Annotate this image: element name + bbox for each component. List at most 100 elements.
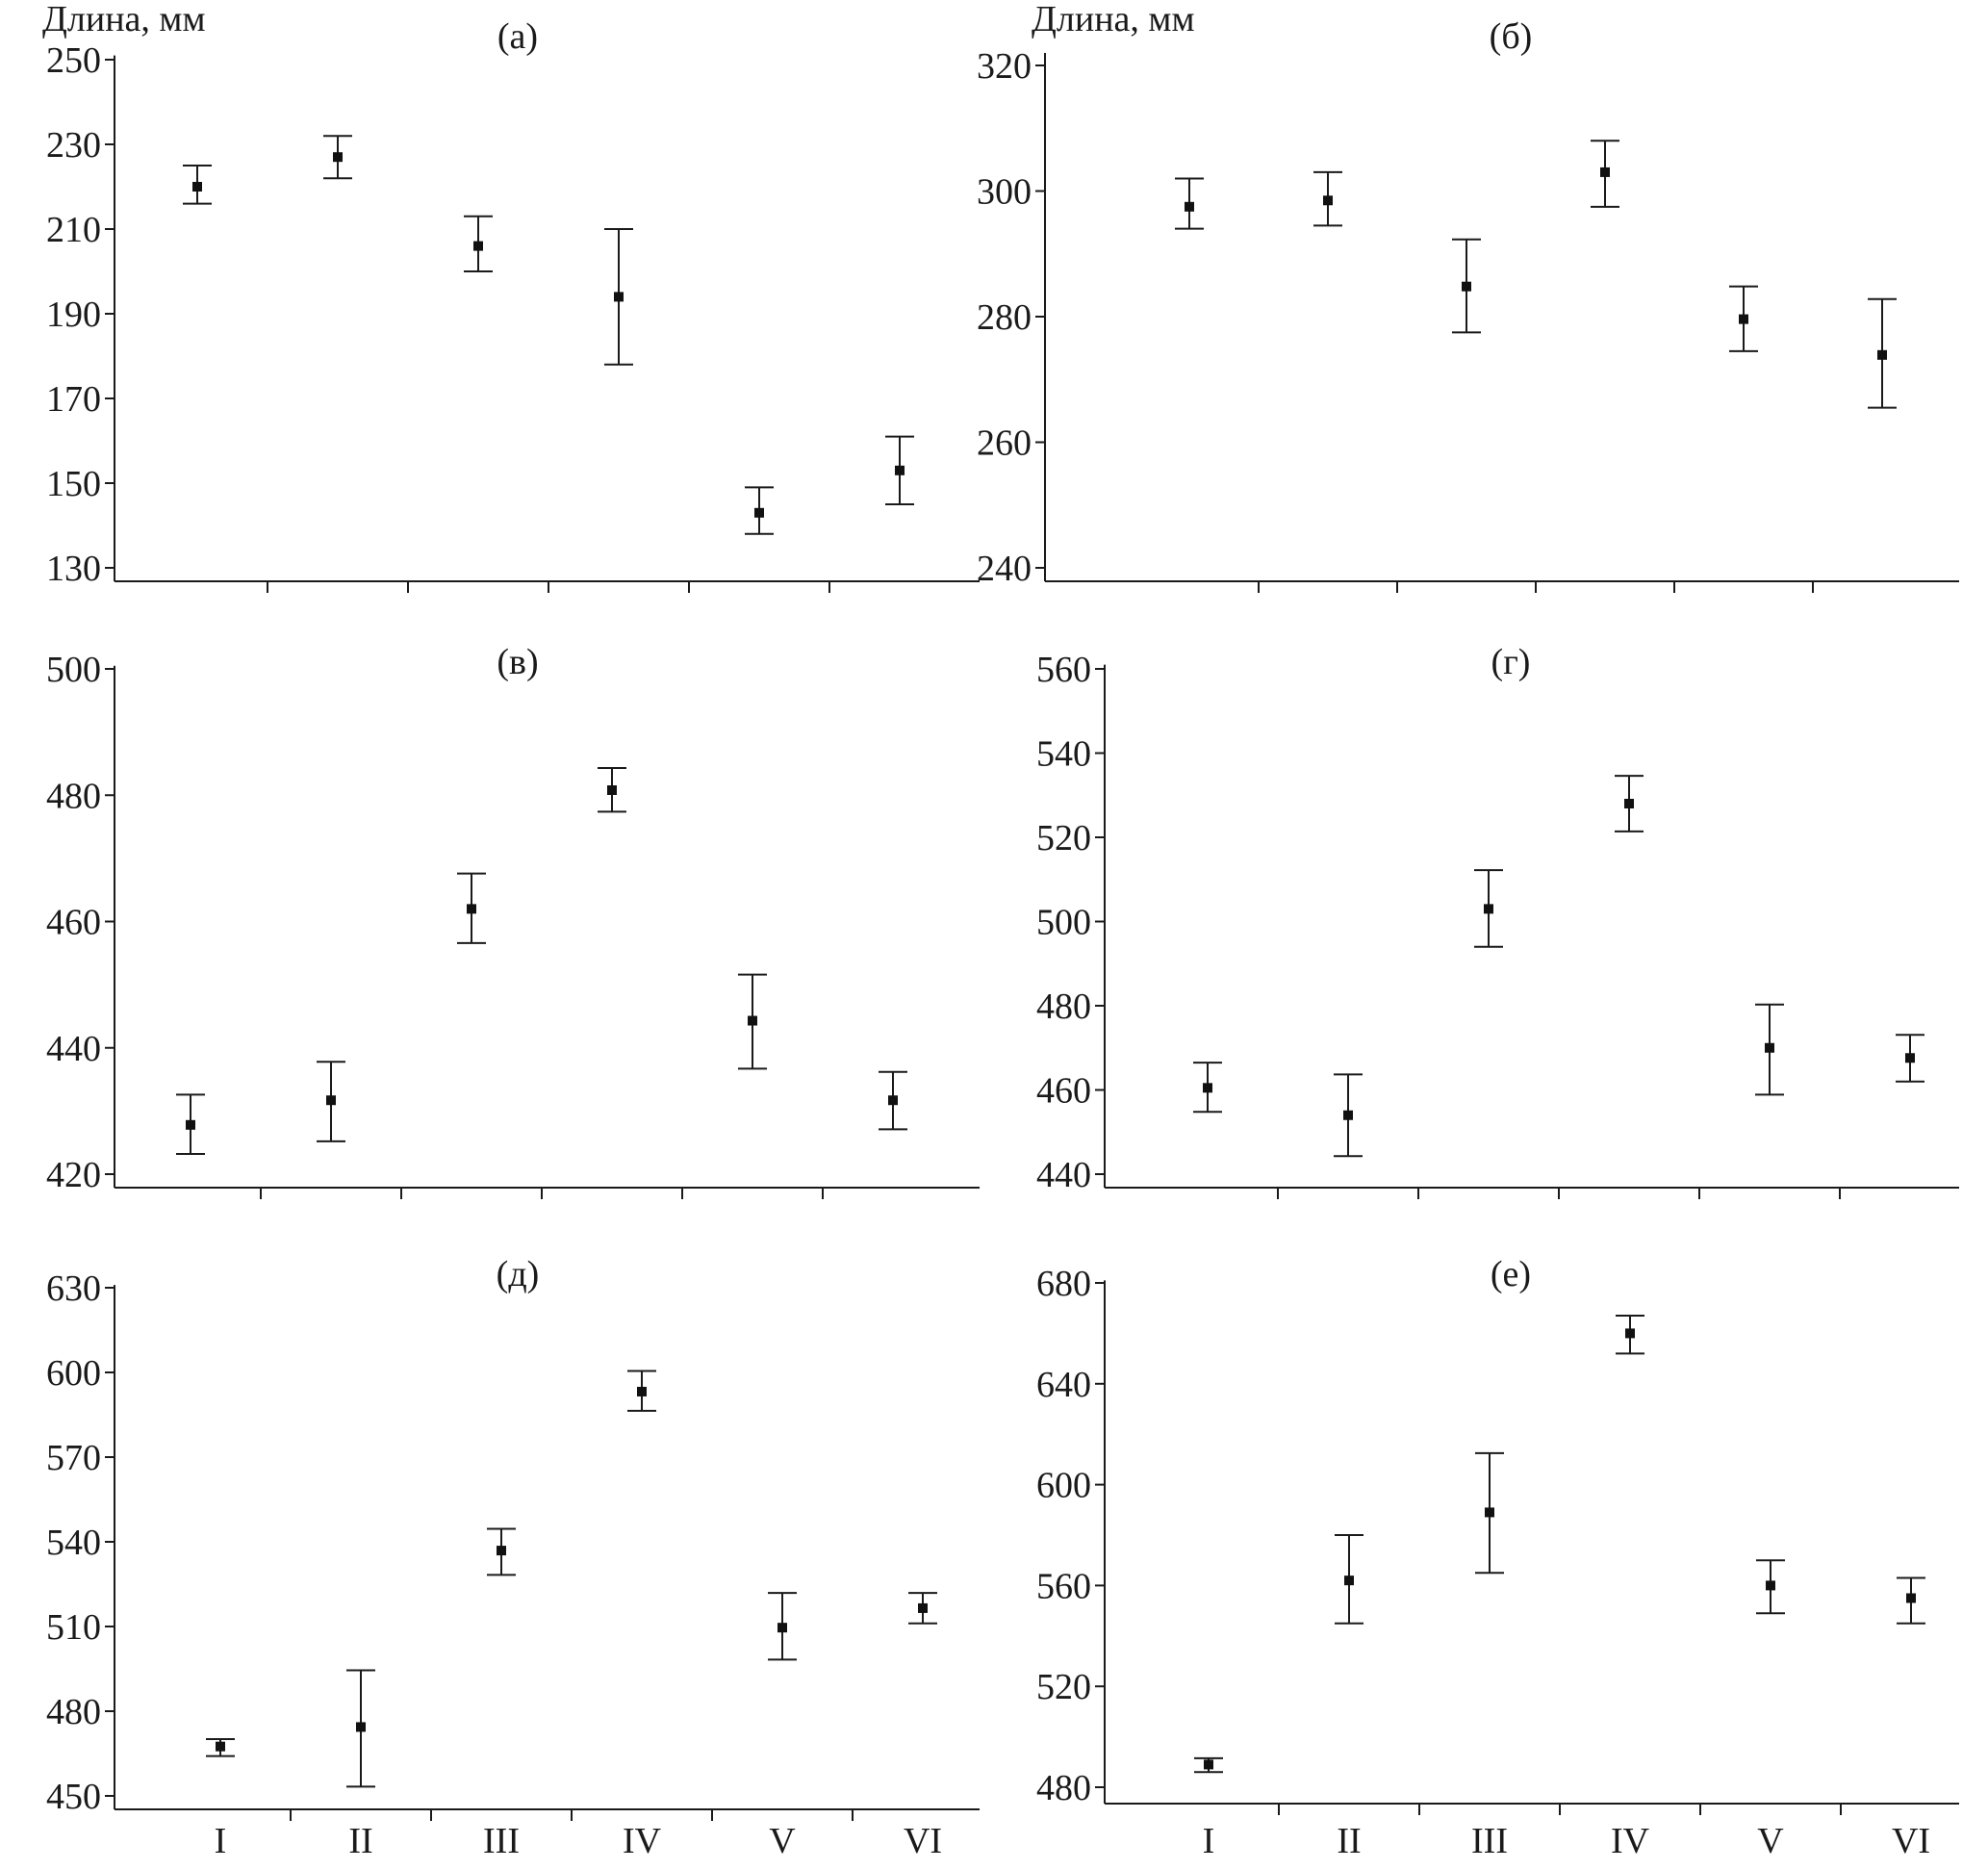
data-point: [888, 1095, 898, 1106]
panel-label: (а): [497, 16, 538, 57]
x-category-label: II: [348, 1821, 372, 1861]
y-tick-label: 480: [1036, 986, 1091, 1027]
chart-panel-3: 420 440 460 480 500 (в): [46, 642, 980, 1199]
data-point: [1624, 799, 1634, 808]
data-point: [467, 904, 476, 914]
data-point: [326, 1095, 336, 1106]
x-category-label: VI: [1892, 1821, 1930, 1861]
panel-label: (д): [497, 1254, 540, 1294]
error-bar-II: [323, 135, 352, 180]
y-tick-label: 440: [46, 1029, 101, 1069]
error-bar-IV: [604, 228, 633, 366]
data-point: [1343, 1110, 1353, 1120]
y-tick-label: 570: [46, 1438, 101, 1478]
data-point: [1739, 314, 1748, 324]
y-tick-label: 630: [46, 1268, 101, 1309]
data-point: [895, 465, 905, 475]
error-bar-I: [1193, 1062, 1222, 1114]
y-tick-label: 520: [1036, 818, 1091, 858]
y-tick-label: 420: [46, 1155, 101, 1195]
error-bar-VI: [1868, 297, 1897, 409]
x-category-label: I: [215, 1821, 227, 1861]
error-bar-VI: [879, 1070, 907, 1131]
y-tick-label: 540: [46, 1523, 101, 1563]
x-category-label: V: [769, 1821, 796, 1861]
data-point: [1766, 1580, 1775, 1591]
error-bar-I: [1175, 177, 1204, 230]
data-point: [1906, 1593, 1916, 1603]
error-bar-II: [1335, 1534, 1364, 1625]
data-point: [333, 152, 343, 163]
y-tick-label: 460: [46, 903, 101, 943]
data-point: [1204, 1759, 1213, 1770]
data-point: [1462, 281, 1471, 292]
error-bar-II: [317, 1061, 345, 1142]
error-bar-II: [1334, 1073, 1363, 1158]
error-bar-I: [176, 1093, 205, 1155]
data-point: [1877, 349, 1887, 360]
data-point: [607, 785, 617, 795]
data-point: [1765, 1042, 1774, 1053]
y-tick-label: 680: [1036, 1264, 1091, 1304]
x-category-label: IV: [1611, 1821, 1650, 1861]
y-tick-label: 600: [46, 1353, 101, 1394]
error-bar-IV: [598, 767, 626, 813]
error-bar-IV: [627, 1370, 656, 1412]
error-bar-III: [1474, 869, 1503, 948]
y-tick-label: 190: [46, 295, 101, 335]
error-bar-V: [745, 486, 774, 535]
y-tick-label: 170: [46, 379, 101, 420]
y-tick-label: 150: [46, 464, 101, 504]
y-tick-label: 230: [46, 125, 101, 166]
error-bar-V: [1755, 1003, 1784, 1096]
data-point: [1625, 1328, 1635, 1339]
data-point: [777, 1623, 787, 1633]
error-bar-VI: [1897, 1576, 1925, 1625]
error-bar-V: [738, 973, 767, 1070]
y-axis-label: Длина, мм: [1032, 0, 1195, 39]
error-bar-V: [1756, 1559, 1785, 1615]
error-bar-VI: [1896, 1034, 1924, 1083]
data-point: [614, 292, 624, 302]
x-category-label: II: [1337, 1821, 1361, 1861]
y-tick-label: 300: [977, 172, 1032, 213]
data-point: [497, 1546, 506, 1556]
y-tick-label: 480: [46, 1692, 101, 1732]
x-category-label: I: [1203, 1821, 1215, 1861]
y-tick-label: 540: [1036, 734, 1091, 775]
y-tick-label: 460: [1036, 1071, 1091, 1112]
data-point: [1323, 195, 1333, 206]
error-bar-II: [1313, 170, 1342, 227]
error-bar-I: [1194, 1756, 1223, 1774]
y-axis-label: Длина, мм: [42, 0, 206, 39]
chart-panel-4: 440 460 480 500 520 540 560 (г): [1036, 642, 1959, 1199]
data-point: [186, 1119, 195, 1130]
panel-label: (е): [1491, 1254, 1531, 1294]
x-category-label: IV: [623, 1821, 662, 1861]
error-bar-IV: [1616, 1315, 1644, 1355]
data-point: [473, 241, 483, 251]
y-tick-label: 210: [46, 210, 101, 250]
error-bar-I: [206, 1738, 235, 1757]
y-tick-label: 320: [977, 46, 1032, 87]
data-point: [1600, 167, 1610, 177]
y-tick-label: 250: [46, 40, 101, 81]
y-tick-label: 130: [46, 549, 101, 589]
error-bar-IV: [1615, 775, 1644, 833]
y-tick-label: 560: [1036, 1566, 1091, 1606]
y-tick-label: 500: [46, 650, 101, 690]
y-tick-label: 560: [1036, 650, 1091, 690]
panel-label: (г): [1491, 642, 1531, 682]
data-point: [192, 182, 202, 192]
chart-panel-1: 130 150 170 190 210 230 250 (а) Длина, мм: [42, 0, 980, 593]
data-point: [1905, 1053, 1915, 1063]
data-point: [1484, 904, 1493, 914]
error-bar-III: [487, 1527, 516, 1576]
data-point: [748, 1015, 757, 1026]
data-point: [1485, 1507, 1494, 1518]
error-bar-III: [1475, 1451, 1504, 1575]
data-point: [216, 1741, 225, 1752]
y-tick-label: 510: [46, 1607, 101, 1648]
